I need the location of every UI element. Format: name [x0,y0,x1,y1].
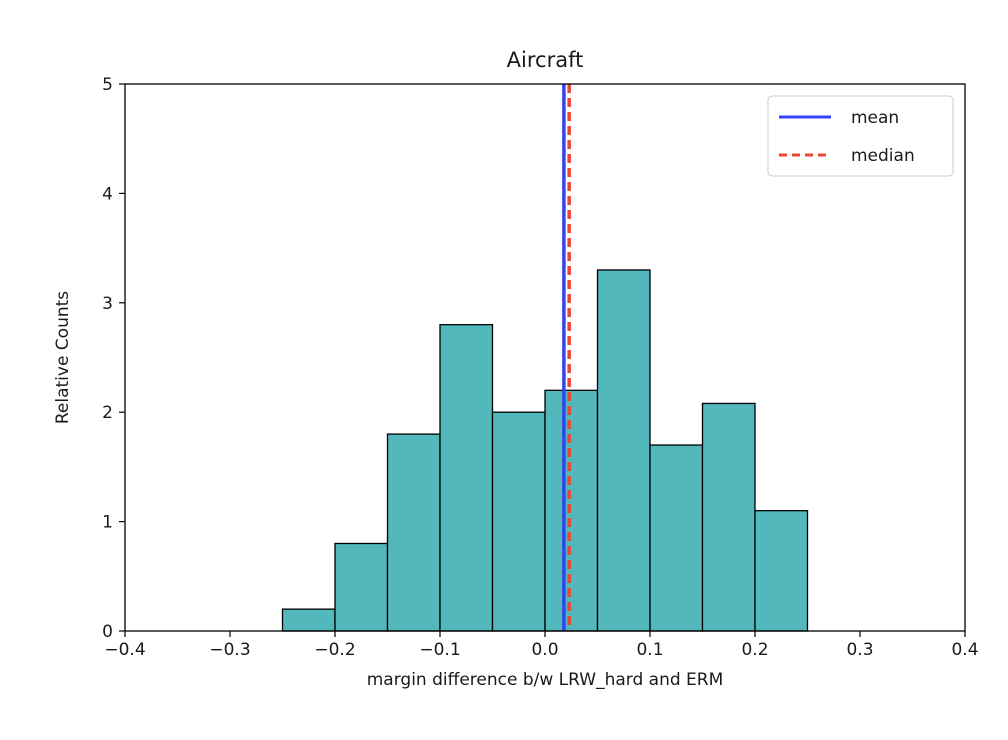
histogram-bar-2 [334,542,389,632]
x-tick-label: −0.2 [314,640,355,660]
legend-mean-label: mean [851,108,899,128]
y-axis-label: Relative Counts [53,291,73,424]
x-tick-label: 0.0 [531,640,558,660]
y-tick-label: 5 [102,75,113,95]
x-tick-label: −0.3 [209,640,250,660]
histogram-bar-10 [754,510,809,632]
bars-group [281,269,809,632]
histogram-bar-6 [544,389,599,632]
legend: mean median [767,95,954,177]
x-tick-label: 0.1 [636,640,663,660]
y-tick-label: 1 [102,513,113,533]
y-tick-label: 2 [102,403,113,423]
x-tick-label: −0.1 [419,640,460,660]
y-tick-label: 4 [102,184,113,204]
y-axis-ticks: 0 1 2 3 4 5 [102,75,125,642]
y-tick-label: 3 [102,294,113,314]
histogram-bar-4 [439,324,494,632]
histogram-bar-7 [596,269,651,632]
histogram-bar-5 [491,411,546,632]
x-axis-ticks: −0.4 −0.3 −0.2 −0.1 0.0 0.1 0.2 0.3 0.4 [104,631,979,660]
histogram-bar-3 [386,433,441,632]
y-tick-label: 0 [102,622,113,642]
reference-lines-group [562,84,571,631]
legend-median-label: median [851,146,915,166]
histogram-bar-9 [701,402,756,632]
histogram-bar-1 [281,608,336,632]
x-tick-label: −0.4 [104,640,145,660]
histogram-bar-8 [649,444,704,632]
x-axis-label: margin difference b/w LRW_hard and ERM [367,670,724,690]
x-tick-label: 0.2 [741,640,768,660]
chart-title: Aircraft [507,48,584,72]
x-tick-label: 0.3 [846,640,873,660]
x-tick-label: 0.4 [951,640,978,660]
